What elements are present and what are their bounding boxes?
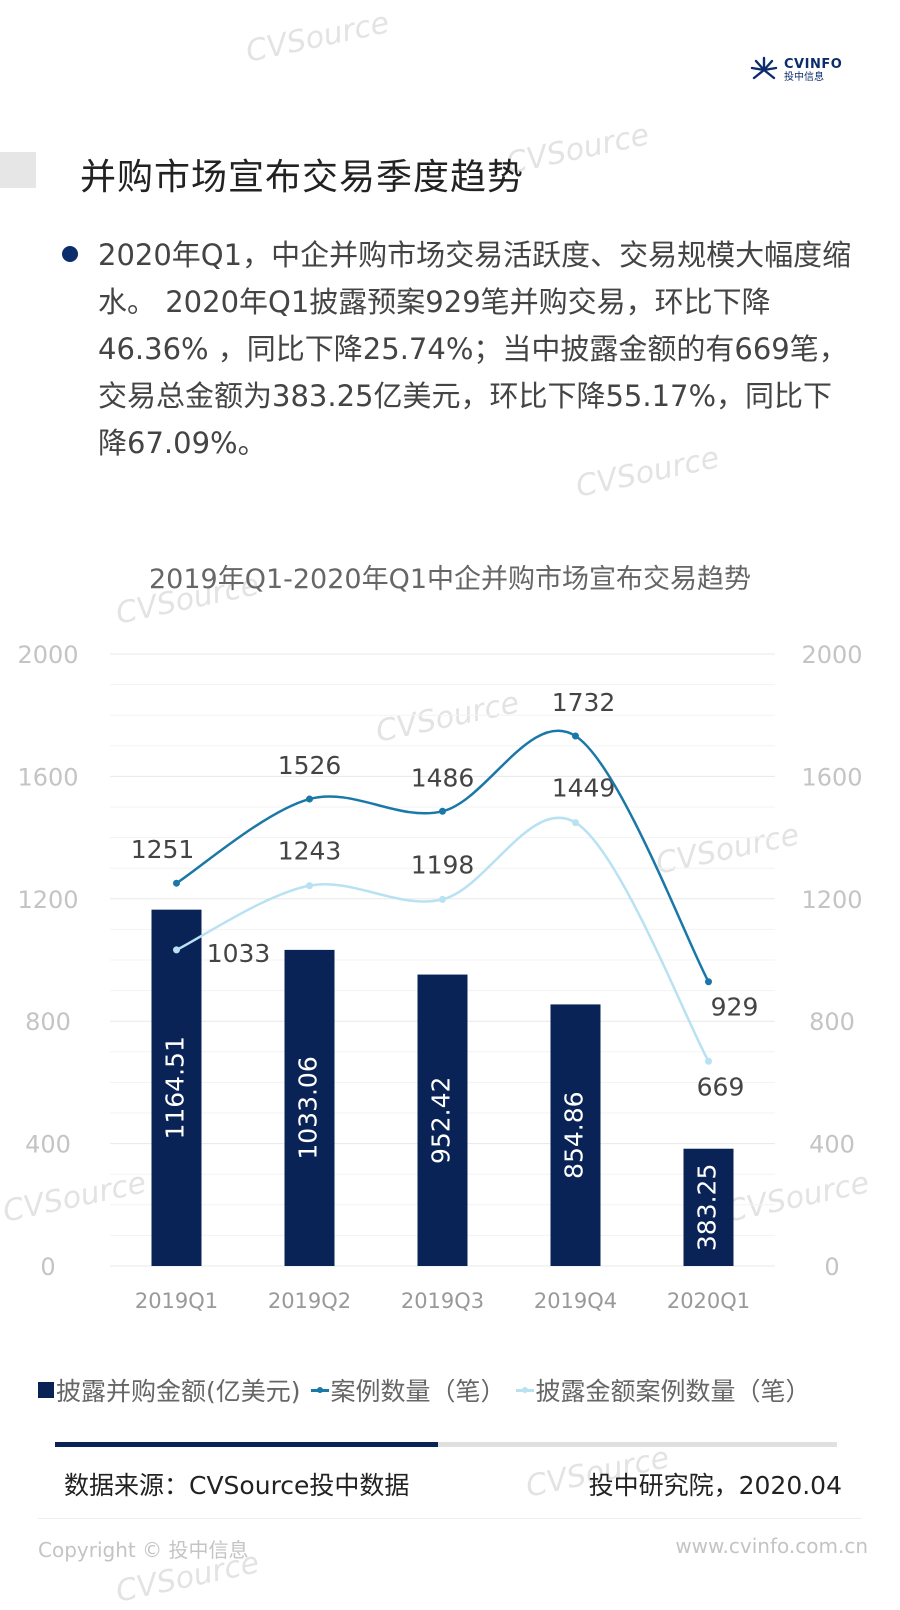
legend-swatch-line-light — [515, 1386, 534, 1393]
point-value-label: 1526 — [278, 751, 342, 780]
x-tick-label: 2019Q2 — [268, 1289, 351, 1313]
watermark: CVSource — [242, 5, 393, 70]
legend-label-disclosed: 披露金额案例数量（笔） — [535, 1377, 811, 1406]
bar — [151, 909, 202, 1266]
series-point — [439, 807, 446, 815]
bar-value-label: 952.42 — [427, 1077, 456, 1164]
website-link[interactable]: www.cvinfo.com.cn — [675, 1534, 868, 1558]
y2-tick-label: 2000 — [801, 641, 862, 669]
cvinfo-logo: CVINFO 投中信息 — [750, 56, 842, 84]
watermark: CVSource — [502, 117, 653, 182]
combo-chart: 0 400 800 1200 1600 2000 0 400 800 1200 1600 2000 20… — [17, 641, 862, 1313]
y-tick-label: 400 — [25, 1131, 71, 1159]
y2-tick-label: 0 — [824, 1253, 839, 1281]
series-point — [306, 795, 313, 803]
point-value-label: 1033 — [207, 939, 271, 968]
legend-item-disclosed: 披露金额案例数量（笔） — [515, 1372, 811, 1408]
y-tick-label: 800 — [25, 1008, 71, 1036]
bar — [550, 1004, 601, 1266]
chart-title: 2019年Q1-2020年Q1中企并购市场宣布交易趋势 — [148, 564, 752, 595]
y2-tick-label: 800 — [809, 1008, 855, 1036]
bar-value-label: 854.86 — [560, 1091, 589, 1178]
bar-value-label: 1033.06 — [294, 1056, 323, 1159]
point-value-label: 1449 — [552, 774, 616, 803]
bar — [417, 974, 468, 1266]
x-tick-label: 2020Q1 — [667, 1289, 750, 1313]
y-tick-label: 2000 — [17, 641, 78, 669]
title-accent-bar — [0, 152, 36, 188]
series-point — [705, 1057, 712, 1065]
institute-date: 投中研究院，2020.04 — [588, 1471, 842, 1500]
x-tick-label: 2019Q4 — [534, 1289, 617, 1313]
legend-item-deals: 案例数量（笔） — [310, 1372, 506, 1408]
point-value-label: 1251 — [131, 835, 195, 864]
y-tick-label: 1200 — [17, 886, 78, 914]
progress-fill — [55, 1442, 439, 1447]
series-point — [173, 946, 180, 954]
logo-brand: CVINFO — [784, 56, 843, 72]
series-point — [439, 895, 446, 903]
logo-burst-icon — [750, 56, 778, 80]
point-value-label: 1243 — [278, 837, 342, 866]
logo-name: 投中信息 — [784, 71, 824, 83]
point-value-label: 1198 — [411, 850, 475, 879]
point-value-label: 1732 — [552, 688, 616, 717]
legend-label-amount: 披露并购金额(亿美元) — [56, 1377, 301, 1406]
y2-tick-label: 1600 — [801, 763, 862, 791]
data-source: 数据来源：CVSource投中数据 — [64, 1471, 410, 1500]
progress-track — [55, 1442, 837, 1447]
point-value-label: 929 — [711, 993, 759, 1022]
y-tick-label: 1600 — [17, 763, 78, 791]
copyright: Copyright © 投中信息 — [38, 1538, 249, 1562]
series-point — [572, 819, 579, 827]
series-point — [705, 978, 712, 986]
series-point — [306, 882, 313, 890]
y-tick-label: 0 — [40, 1253, 55, 1281]
x-tick-label: 2019Q1 — [135, 1289, 218, 1313]
series-line — [175, 729, 710, 983]
y2-tick-label: 400 — [809, 1131, 855, 1159]
legend-swatch-line-dark — [310, 1386, 329, 1393]
chart-legend: 披露并购金额(亿美元) 案例数量（笔） 披露金额案例数量（笔） — [38, 1372, 821, 1408]
footer-divider — [38, 1518, 862, 1519]
bar-value-label: 1164.51 — [161, 1036, 190, 1139]
bar — [284, 949, 335, 1266]
x-tick-label: 2019Q3 — [401, 1289, 484, 1313]
bullet-dot — [62, 246, 78, 262]
y2-tick-label: 1200 — [801, 886, 862, 914]
point-value-label: 1486 — [411, 763, 475, 792]
legend-swatch-bar — [38, 1382, 54, 1398]
legend-item-amount: 披露并购金额(亿美元) — [38, 1372, 301, 1408]
summary-text: 2020年Q1，中企并购市场交易活跃度、交易规模大幅度缩水。 2020年Q1披露… — [98, 238, 852, 460]
series-point — [572, 732, 579, 740]
page-title: 并购市场宣布交易季度趋势 — [80, 157, 525, 198]
legend-label-deals: 案例数量（笔） — [330, 1377, 506, 1406]
series-point — [173, 879, 180, 887]
series-line — [175, 816, 710, 1062]
bar — [683, 1148, 734, 1266]
bar-value-label: 383.25 — [693, 1164, 722, 1251]
point-value-label: 669 — [697, 1072, 745, 1101]
